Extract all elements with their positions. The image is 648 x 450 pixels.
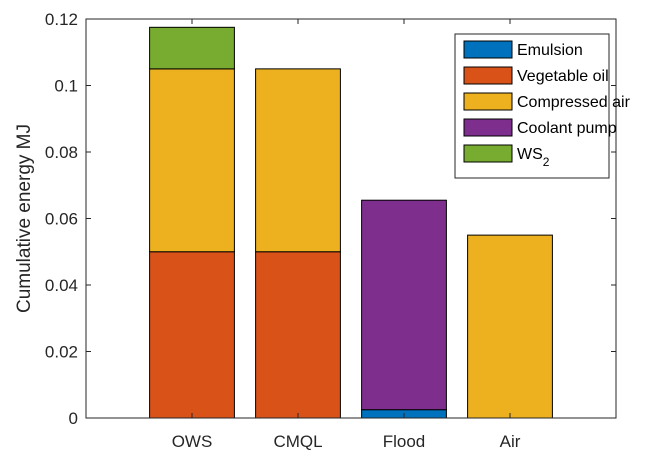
legend-label-0: Emulsion (517, 42, 583, 59)
legend-swatch-1 (463, 66, 513, 85)
bar-segment-flood-3 (361, 199, 447, 411)
bar-segment-ows-2 (149, 68, 235, 253)
y-tick-label: 0.12 (45, 10, 78, 29)
x-tick-label: Flood (383, 432, 426, 450)
y-tick-label: 0 (69, 409, 78, 428)
legend-swatch-2 (463, 92, 513, 111)
x-tick-label: OWS (172, 432, 213, 450)
bar-segment-ows-4 (149, 26, 235, 70)
legend-label-3: Coolant pump (517, 120, 617, 137)
y-axis-label: Cumulative energy MJ (14, 124, 35, 313)
legend-swatch-4 (463, 144, 513, 163)
bar-segment-cmql-1 (255, 251, 341, 419)
bar-segment-ows-1 (149, 251, 235, 419)
legend-label-2: Compressed air (517, 94, 631, 111)
legend-swatch-3 (463, 118, 513, 137)
axes-layer: 0 0.02 0.04 0.06 0.08 0.1 0.12 OWS CMQL Flood Air (45, 10, 617, 450)
bar-segment-air-2 (467, 234, 553, 419)
y-tick-label: 0.04 (45, 276, 78, 295)
legend-swatch-0 (463, 40, 513, 59)
bar-segment-cmql-2 (255, 68, 341, 253)
y-tick-label: 0.02 (45, 343, 78, 362)
legend: Emulsion Vegetable oil Compressed air Coola… (454, 33, 631, 179)
y-tick-label: 0.08 (45, 143, 78, 162)
x-tick-label: Air (500, 432, 521, 450)
legend-label-1: Vegetable oil (517, 68, 609, 85)
bars-layer (149, 26, 553, 419)
y-tick-label: 0.1 (54, 77, 78, 96)
y-tick-label: 0.06 (45, 210, 78, 229)
x-tick-label: CMQL (273, 432, 322, 450)
